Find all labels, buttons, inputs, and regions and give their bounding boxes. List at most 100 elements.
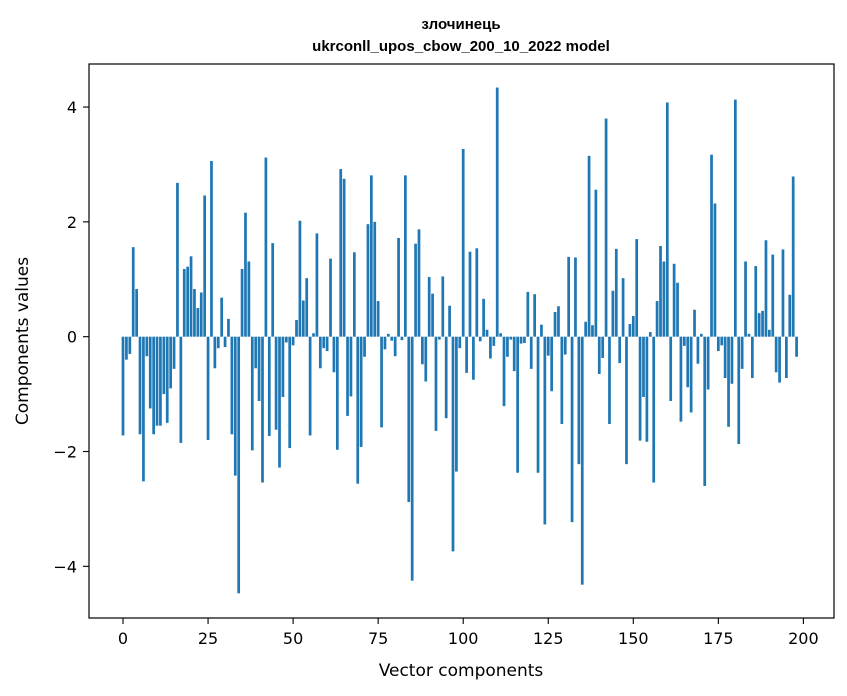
bar-109 (492, 336, 496, 346)
bars-group (121, 87, 802, 594)
bar-61 (329, 258, 332, 337)
bar-115 (512, 336, 516, 372)
bar-169 (696, 336, 700, 364)
x-tick-label: 175 (703, 629, 734, 648)
bar-65 (342, 178, 346, 337)
bar-38 (250, 336, 254, 451)
x-tick-label: 75 (368, 629, 388, 648)
y-tick-label: 2 (67, 213, 77, 232)
bar-15 (172, 336, 176, 369)
bar-5 (138, 336, 142, 435)
bar-197 (791, 176, 795, 337)
chart-subtitle: ukrconll_upos_cbow_200_10_2022 model (312, 38, 610, 55)
bar-80 (393, 336, 397, 357)
bar-66 (346, 336, 349, 416)
bar-170 (699, 333, 703, 337)
y-axis-label: Components values (13, 257, 33, 425)
bar-98 (455, 336, 458, 472)
bar-186 (754, 266, 758, 337)
bar-96 (448, 305, 451, 337)
bar-184 (747, 333, 751, 337)
bar-130 (563, 336, 567, 355)
x-tick-label: 200 (788, 629, 819, 648)
bar-29 (220, 297, 224, 337)
bar-60 (325, 336, 329, 352)
bar-14 (169, 336, 173, 389)
bar-135 (580, 336, 584, 585)
bar-53 (301, 300, 305, 337)
bar-174 (713, 203, 717, 337)
bar-20 (189, 256, 193, 337)
bar-180 (733, 99, 737, 337)
bar-71 (363, 336, 366, 357)
bar-163 (676, 282, 679, 337)
bar-156 (652, 336, 656, 483)
bar-159 (662, 261, 666, 337)
bar-77 (383, 336, 387, 350)
bar-158 (659, 245, 662, 337)
bar-78 (387, 333, 390, 337)
bar-28 (216, 336, 220, 349)
bar-103 (472, 336, 475, 380)
bar-166 (686, 336, 690, 388)
bar-43 (267, 336, 271, 437)
bar-37 (247, 261, 251, 337)
bar-123 (540, 324, 543, 337)
bar-17 (179, 336, 183, 443)
y-tick-label: −2 (53, 443, 77, 462)
x-tick-label: 125 (533, 629, 564, 648)
bar-194 (781, 249, 785, 337)
bar-34 (237, 336, 241, 594)
bar-147 (621, 278, 625, 337)
bar-8 (148, 336, 152, 409)
bar-183 (744, 261, 747, 337)
bar-161 (669, 336, 673, 401)
bar-32 (230, 336, 234, 435)
bar-141 (601, 336, 605, 358)
bar-7 (145, 336, 149, 357)
bar-152 (638, 336, 642, 441)
bar-102 (468, 251, 472, 337)
x-tick-label: 100 (448, 629, 479, 648)
bar-167 (689, 336, 693, 413)
bar-117 (519, 336, 523, 344)
bar-35 (240, 268, 244, 337)
bar-67 (349, 336, 353, 397)
bar-62 (332, 336, 336, 373)
bar-171 (703, 336, 707, 486)
bar-79 (390, 336, 394, 341)
bar-154 (645, 336, 649, 442)
bar-188 (761, 310, 764, 337)
bar-189 (764, 240, 768, 337)
bar-185 (750, 336, 754, 379)
bar-121 (533, 294, 536, 337)
bar-92 (434, 336, 438, 431)
bar-127 (553, 312, 557, 337)
bar-126 (550, 336, 554, 392)
bar-181 (737, 336, 741, 445)
bar-4 (135, 289, 138, 337)
bar-116 (516, 336, 519, 473)
bar-40 (257, 336, 261, 401)
bar-139 (594, 189, 598, 337)
bar-173 (710, 154, 713, 337)
bar-64 (339, 169, 343, 337)
bar-39 (254, 336, 258, 369)
bar-18 (182, 268, 186, 337)
bar-23 (199, 292, 203, 337)
bar-99 (458, 336, 462, 349)
bar-88 (421, 336, 424, 365)
bar-94 (441, 276, 445, 337)
bar-114 (509, 336, 513, 340)
bar-187 (757, 313, 761, 337)
x-tick-label: 150 (618, 629, 649, 648)
bar-165 (682, 336, 686, 346)
bar-195 (785, 336, 788, 379)
bar-49 (288, 336, 292, 449)
bar-93 (438, 336, 441, 340)
bar-100 (461, 148, 465, 337)
bar-56 (312, 333, 315, 337)
bar-108 (489, 336, 492, 359)
bar-104 (475, 248, 479, 337)
bar-46 (278, 336, 281, 468)
